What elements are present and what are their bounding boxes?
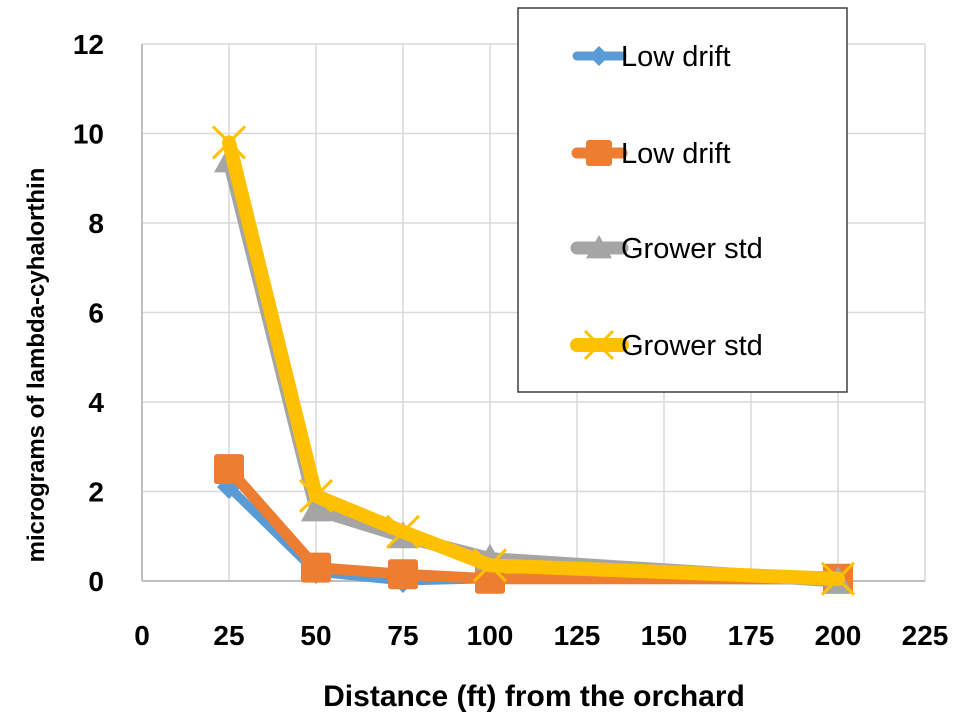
legend-entry: Low drift — [571, 138, 731, 170]
series-point — [385, 514, 421, 549]
x-axis-title: Distance (ft) from the orchard — [323, 680, 745, 713]
legend-label: Grower std — [621, 330, 763, 362]
x-tick-label: 175 — [728, 620, 775, 651]
x-tick-label: 100 — [467, 620, 514, 651]
x-tick-label: 125 — [554, 620, 601, 651]
y-tick-label: 8 — [88, 208, 104, 239]
series-point — [589, 46, 609, 66]
tick-labels: 0 2 4 6 8 10 12 0 25 50 75 100 125 150 175 200 225 — [73, 29, 949, 651]
legend-entry: Grower std — [570, 233, 763, 265]
series-point — [301, 494, 331, 522]
x-tick-label: 50 — [300, 620, 331, 651]
legend-box — [517, 7, 848, 393]
legend-label: Grower std — [621, 233, 763, 265]
x-tick-label: 200 — [815, 620, 862, 651]
series-point — [583, 329, 615, 361]
series-point — [820, 561, 856, 596]
series-point — [586, 140, 612, 166]
x-tick-label: 225 — [902, 620, 949, 651]
y-tick-label: 2 — [88, 477, 104, 508]
x-tick-label: 75 — [387, 620, 418, 651]
series-point — [214, 454, 244, 485]
series-layer — [211, 125, 856, 596]
legend: Low drift Low drift Grower std Grower std — [517, 7, 848, 393]
series-point — [586, 235, 612, 259]
y-tick-label: 10 — [73, 119, 104, 150]
series-point — [388, 559, 418, 590]
series-point — [298, 478, 334, 514]
legend-label: Low drift — [621, 138, 731, 170]
series-point — [301, 552, 331, 583]
legend-label: Low drift — [621, 41, 731, 73]
x-tick-label: 150 — [641, 620, 688, 651]
y-tick-label: 4 — [88, 387, 104, 418]
y-tick-label: 6 — [88, 298, 104, 329]
legend-entry: Grower std — [570, 329, 763, 362]
series-point — [211, 125, 247, 160]
y-axis-title: micrograms of lambda-cyhalorthin — [23, 168, 50, 563]
x-tick-label: 25 — [213, 620, 244, 651]
legend-entry: Low drift — [572, 41, 731, 73]
x-tick-label: 0 — [134, 620, 150, 651]
series-4 — [211, 125, 856, 596]
series-point — [472, 548, 508, 583]
y-tick-label: 12 — [73, 29, 104, 60]
y-tick-label: 0 — [88, 566, 104, 597]
